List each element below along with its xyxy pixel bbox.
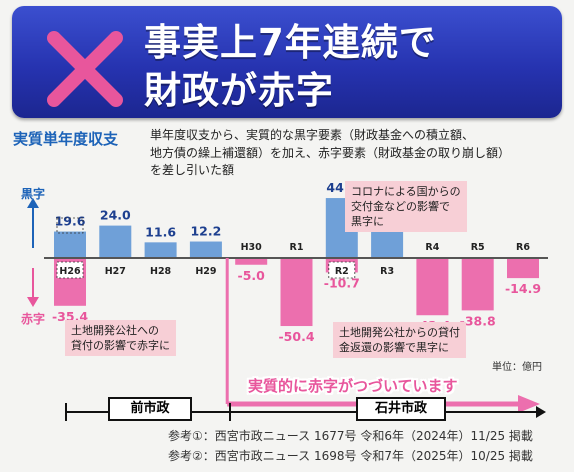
callout-covid: コロナによる国からの 交付金などの影響で 黒字に [345, 181, 467, 232]
positive-value-label: 19.6 [55, 214, 86, 229]
reference-1: 参考①：西宮市政ニュース 1677号 令和6年（2024年）11/25 掲載 [168, 429, 533, 443]
description-line: を差し引いた額 [150, 163, 235, 177]
headline-line2: 財政が赤字 [144, 69, 334, 112]
negative-value-label: -10.7 [324, 275, 360, 290]
negative-bar [280, 258, 313, 327]
highlight-box [56, 217, 84, 234]
era-current: 石井市政 [356, 397, 446, 421]
deficit-arrow-text: 実質的に赤字がつづいています [248, 377, 458, 395]
callout-line: 金返還の影響で黒字に [339, 341, 449, 354]
description-line: 地方債の繰上補還額）を加え、赤字要素（財政基金の取り崩し額） [150, 145, 511, 160]
negative-axis-label: 赤字 [21, 311, 45, 326]
negative-value-label: -50.4 [278, 329, 314, 344]
negative-bar [416, 258, 449, 316]
category-label: R2 [335, 266, 349, 277]
negative-value-label: -14.9 [505, 281, 541, 296]
unit-label: 単位：億円 [492, 362, 542, 373]
category-label: R6 [516, 242, 530, 253]
era-arrow-head [536, 406, 546, 418]
negative-value-label: -38.8 [460, 313, 496, 328]
category-label: H29 [195, 266, 216, 277]
category-label: H27 [105, 266, 126, 277]
negative-bar [235, 258, 268, 265]
positive-bar [99, 225, 132, 258]
description-line: 単年度収支から、実質的な黒字要素（財政基金への積立額、 [150, 128, 475, 142]
positive-axis-label: 黒字 [21, 186, 45, 201]
positive-bar [144, 242, 177, 258]
header-banner: 事実上7年連続で 財政が赤字 [12, 6, 562, 118]
callout-line: 黒字に [351, 215, 384, 228]
negative-bar [461, 258, 494, 311]
cross-icon [47, 31, 123, 107]
category-label: H30 [241, 242, 263, 253]
section-title: 実質単年度収支 [13, 130, 119, 148]
callout-line: コロナによる国からの [351, 185, 461, 198]
positive-value-label: 12.2 [190, 224, 221, 239]
reference-2: 参考②：西宮市政ニュース 1698号 令和7年（2025年）10/25 掲載 [168, 449, 533, 463]
callout-line: 貸付の影響で赤字に [71, 339, 170, 352]
callout-line: 土地開発公社への [71, 324, 159, 337]
highlight-box [328, 261, 356, 279]
callout-line: 土地開発公社からの貸付 [339, 326, 460, 339]
section-description: 単年度収支から、実質的な黒字要素（財政基金への積立額、 地方債の繰上補還額）を加… [150, 127, 570, 180]
category-label: H28 [150, 266, 172, 277]
positive-bar [54, 231, 86, 258]
category-label: R5 [471, 242, 485, 253]
negative-bar [507, 258, 539, 279]
category-label: H26 [59, 266, 81, 277]
callout-r2: 土地開発公社からの貸付 金返還の影響で黒字に [333, 322, 466, 358]
era-previous: 前市政 [108, 397, 192, 421]
headline-line1: 事実上7年連続で [144, 21, 437, 64]
category-label: R1 [290, 242, 304, 253]
negative-value-label: -5.0 [238, 268, 266, 283]
category-label: R4 [425, 242, 439, 253]
negative-arrow-head [27, 297, 39, 307]
positive-value-label: 11.6 [145, 224, 176, 239]
category-label: R3 [380, 266, 394, 277]
positive-bar [189, 241, 222, 258]
highlight-box [56, 261, 84, 279]
positive-value-label: 24.0 [100, 208, 131, 223]
callout-h26: 土地開発公社への 貸付の影響で赤字に [65, 320, 176, 356]
positive-arrow-head [27, 198, 39, 208]
deficit-arrow-head [518, 395, 540, 413]
callout-line: 交付金などの影響で [351, 200, 450, 213]
